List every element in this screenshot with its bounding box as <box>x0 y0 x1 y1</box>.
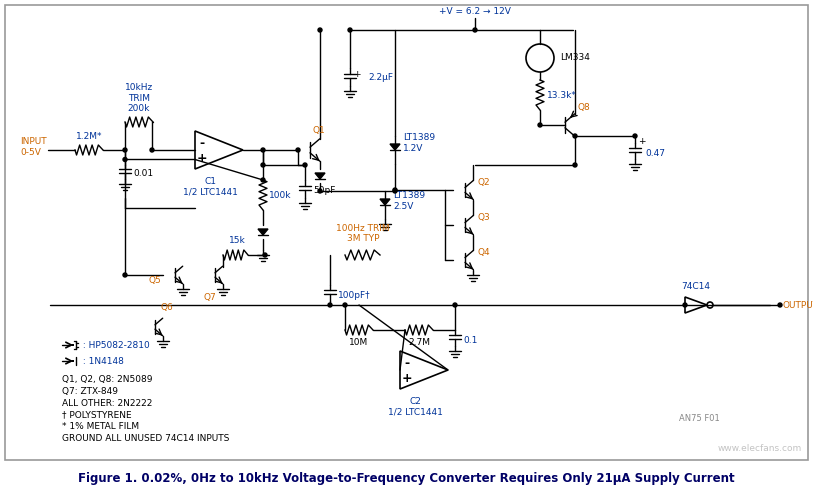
Text: +V = 6.2 → 12V: +V = 6.2 → 12V <box>439 7 511 16</box>
Text: Figure 1. 0.02%, 0Hz to 10kHz Voltage-to-Frequency Converter Requires Only 21μA : Figure 1. 0.02%, 0Hz to 10kHz Voltage-to… <box>78 471 734 485</box>
Circle shape <box>538 123 542 127</box>
Circle shape <box>633 134 637 138</box>
Text: Q3: Q3 <box>477 212 489 221</box>
Text: OUTPUT: OUTPUT <box>782 300 813 310</box>
Circle shape <box>318 28 322 32</box>
Circle shape <box>453 303 457 307</box>
Text: 2.2μF: 2.2μF <box>368 74 393 82</box>
Circle shape <box>123 158 127 162</box>
Text: -: - <box>404 357 410 370</box>
Circle shape <box>318 189 322 193</box>
Circle shape <box>393 189 397 193</box>
Circle shape <box>328 303 332 307</box>
Text: 74C14: 74C14 <box>681 282 711 291</box>
Text: C1
1/2 LTC1441: C1 1/2 LTC1441 <box>183 177 237 197</box>
Circle shape <box>778 303 782 307</box>
Text: 100Hz TRIM
3M TYP: 100Hz TRIM 3M TYP <box>337 224 389 243</box>
Text: Q1: Q1 <box>312 125 324 134</box>
Text: Q6: Q6 <box>160 302 172 312</box>
Text: 13.3k*: 13.3k* <box>547 90 577 99</box>
Circle shape <box>573 134 577 138</box>
Text: +: + <box>197 152 207 165</box>
Circle shape <box>303 163 307 167</box>
Text: Q2: Q2 <box>477 177 489 187</box>
Text: Q1, Q2, Q8: 2N5089
Q7: ZTX-849
ALL OTHER: 2N2222
† POLYSTYRENE
* 1% METAL FILM
G: Q1, Q2, Q8: 2N5089 Q7: ZTX-849 ALL OTHER… <box>62 375 229 443</box>
Circle shape <box>343 303 347 307</box>
Text: Q4: Q4 <box>477 247 489 256</box>
Circle shape <box>473 28 477 32</box>
Circle shape <box>683 303 687 307</box>
Circle shape <box>261 148 265 152</box>
Text: +: + <box>638 137 646 146</box>
Circle shape <box>296 148 300 152</box>
Text: 15k: 15k <box>228 236 246 245</box>
Text: Q8: Q8 <box>577 102 589 112</box>
Text: 10M: 10M <box>350 338 368 347</box>
Text: 10kHz
TRIM
200k: 10kHz TRIM 200k <box>125 83 153 113</box>
Polygon shape <box>315 173 325 179</box>
Text: : HP5082-2810: : HP5082-2810 <box>80 340 150 349</box>
Text: 2.7M: 2.7M <box>408 338 430 347</box>
Text: 0.1: 0.1 <box>463 335 477 344</box>
Text: 100pF†: 100pF† <box>338 290 371 299</box>
Text: 0.01: 0.01 <box>133 168 153 177</box>
Polygon shape <box>390 144 400 150</box>
Text: 0.47: 0.47 <box>645 149 665 158</box>
Circle shape <box>261 178 265 182</box>
Polygon shape <box>258 229 268 235</box>
Circle shape <box>573 163 577 167</box>
Text: : 1N4148: : 1N4148 <box>80 357 124 366</box>
Text: 100k: 100k <box>269 191 292 200</box>
Circle shape <box>123 148 127 152</box>
Text: www.elecfans.com: www.elecfans.com <box>718 444 802 453</box>
Text: INPUT
0-5V: INPUT 0-5V <box>20 137 46 157</box>
Text: Q7: Q7 <box>203 293 216 302</box>
Text: -: - <box>199 137 205 150</box>
Text: Q5: Q5 <box>148 276 161 285</box>
Text: LT1389
1.2V: LT1389 1.2V <box>403 133 435 153</box>
Text: LM334: LM334 <box>560 53 590 63</box>
Text: 50pF: 50pF <box>313 186 336 195</box>
Circle shape <box>150 148 154 152</box>
Circle shape <box>393 188 397 192</box>
Circle shape <box>123 273 127 277</box>
Text: LT1389
2.5V: LT1389 2.5V <box>393 191 425 211</box>
Circle shape <box>261 163 265 167</box>
Circle shape <box>263 253 267 257</box>
Text: C2
1/2 LTC1441: C2 1/2 LTC1441 <box>388 397 442 416</box>
Text: +: + <box>353 70 360 79</box>
Text: 1.2M*: 1.2M* <box>76 132 102 141</box>
Circle shape <box>348 28 352 32</box>
Text: +: + <box>402 372 412 385</box>
Text: AN75 F01: AN75 F01 <box>679 413 720 422</box>
Polygon shape <box>380 199 390 205</box>
